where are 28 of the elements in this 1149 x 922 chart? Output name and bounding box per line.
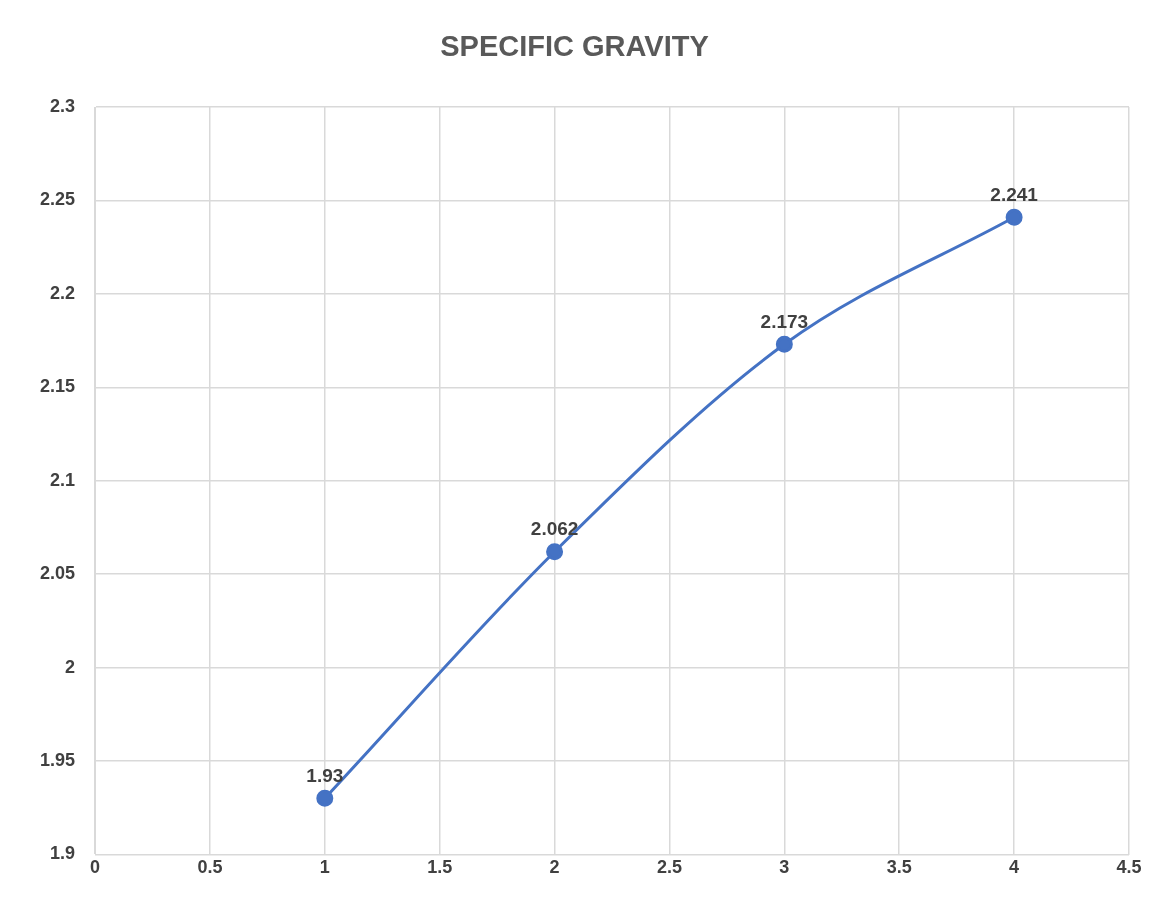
x-tick-label: 0 xyxy=(90,857,101,878)
y-tick-label: 2 xyxy=(65,656,76,677)
y-tick-label: 2.25 xyxy=(39,189,76,210)
x-tick-label: 3 xyxy=(779,857,790,878)
data-label: 2.062 xyxy=(530,518,579,540)
y-tick-label: 1.95 xyxy=(39,749,76,770)
x-tick-label: 4 xyxy=(1009,857,1020,878)
chart-title: SPECIFIC GRAVITY xyxy=(439,30,710,63)
x-tick-label: 2 xyxy=(549,857,560,878)
point xyxy=(1005,208,1023,226)
data-label: 2.173 xyxy=(760,311,809,333)
y-tick-label: 2.05 xyxy=(39,563,76,584)
y-tick-label: 2.3 xyxy=(50,95,76,116)
data-label: 2.241 xyxy=(990,183,1039,205)
y-tick-label: 2.2 xyxy=(50,282,76,303)
x-tick-label: 2.5 xyxy=(656,857,682,878)
point xyxy=(546,543,564,561)
point xyxy=(316,789,334,807)
x-tick-label: 1.5 xyxy=(427,857,453,878)
y-tick-label: 1.9 xyxy=(50,843,76,864)
x-tick-label: 1 xyxy=(319,857,330,878)
x-tick-label: 4.5 xyxy=(1116,857,1142,878)
point xyxy=(775,335,793,353)
y-tick-label: 2.1 xyxy=(50,469,76,490)
y-tick-label: 2.15 xyxy=(39,376,76,397)
x-tick-label: 3.5 xyxy=(886,857,912,878)
x-tick-label: 0.5 xyxy=(197,857,223,878)
data-label: 1.93 xyxy=(306,765,344,787)
